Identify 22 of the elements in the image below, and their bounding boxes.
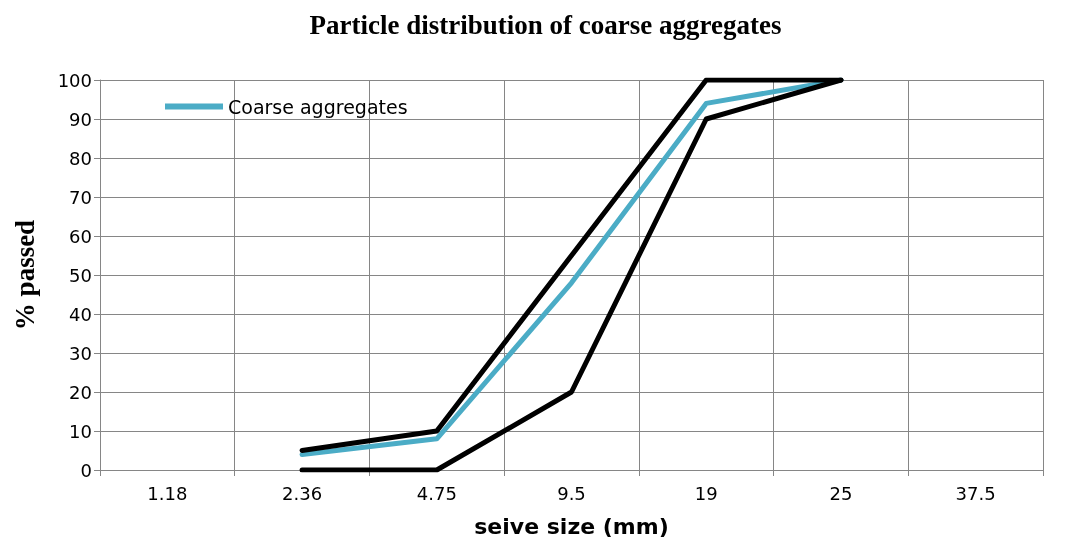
x-tick-label: 4.75 bbox=[416, 482, 457, 504]
y-tick-label: 80 bbox=[69, 147, 92, 169]
chart-title: Particle distribution of coarse aggregates bbox=[309, 9, 782, 40]
y-tick-label: 70 bbox=[69, 186, 92, 208]
y-tick-label: 50 bbox=[69, 264, 92, 286]
x-tick-label: 1.18 bbox=[147, 482, 188, 504]
x-tick-label: 9.5 bbox=[557, 482, 586, 504]
y-tick-label: 10 bbox=[69, 420, 92, 442]
legend-label: Coarse aggregates bbox=[228, 95, 408, 118]
y-axis-title: % passed bbox=[9, 219, 40, 331]
y-tick-label: 100 bbox=[57, 69, 92, 91]
x-tick-label: 19 bbox=[694, 482, 718, 504]
x-tick-label: 2.36 bbox=[282, 482, 323, 504]
y-tick-label: 90 bbox=[69, 108, 92, 130]
y-tick-label: 0 bbox=[80, 459, 92, 481]
y-tick-label: 40 bbox=[69, 303, 92, 325]
y-tick-label: 20 bbox=[69, 381, 92, 403]
x-tick-label: 25 bbox=[829, 482, 853, 504]
x-axis-title: seive size (mm) bbox=[474, 513, 669, 539]
y-tick-label: 60 bbox=[69, 225, 92, 247]
y-tick-label: 30 bbox=[69, 342, 92, 364]
x-tick-label: 37.5 bbox=[955, 482, 996, 504]
